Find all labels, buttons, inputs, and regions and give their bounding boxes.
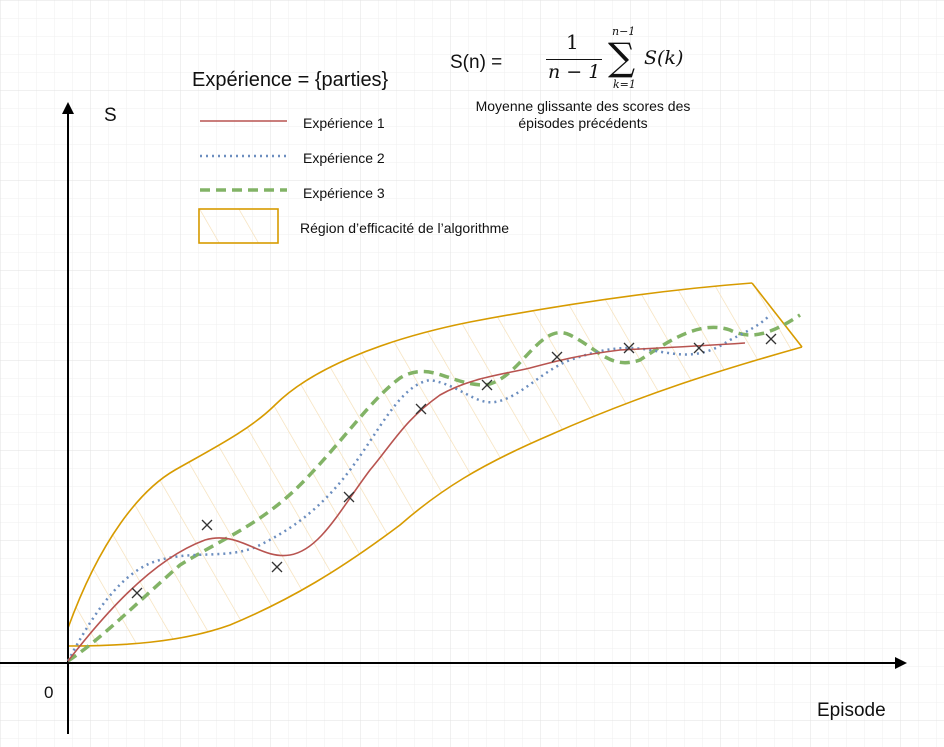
y-axis-label: S (104, 105, 117, 126)
fraction-bar (546, 59, 602, 60)
marker (271, 561, 283, 573)
region-right-edge (751, 282, 803, 348)
diagram-title: Expérience = {parties} (192, 69, 389, 91)
formula-caption: Moyenne glissante des scores des épisode… (475, 98, 691, 131)
legend-label-experience-2: Expérience 2 (303, 150, 385, 166)
moving-average-formula: 1 n − 1 n−1 ∑ k=1 S(k) (516, 25, 699, 94)
experience-3-curve (67, 313, 801, 663)
formula-lhs: S(n) = (450, 52, 503, 73)
legend-label-experience-3: Expérience 3 (303, 185, 385, 201)
legend-swatch-region (198, 208, 279, 244)
sum-lower-bound: k=1 (613, 78, 636, 91)
sigma-symbol: ∑ (608, 35, 636, 79)
marker (481, 379, 493, 391)
formula-numerator: 1 (566, 30, 579, 54)
marker (765, 333, 777, 345)
legend-label-experience-1: Expérience 1 (303, 115, 385, 131)
sum-upper-bound: n−1 (612, 25, 636, 38)
marker (131, 587, 143, 599)
sample-markers (131, 333, 777, 599)
formula-term: S(k) (644, 47, 684, 69)
marker (201, 519, 213, 531)
experience-1-curve (67, 342, 746, 662)
origin-label: 0 (44, 683, 54, 702)
region-upper-bound (67, 282, 753, 629)
marker (623, 342, 635, 354)
marker (693, 342, 705, 354)
region-lower-bound (67, 346, 803, 647)
formula-denominator: n − 1 (548, 61, 601, 83)
legend-label-region: Région d’efficacité de l’algorithme (300, 220, 510, 236)
x-axis-label: Episode (817, 700, 886, 721)
marker (343, 491, 355, 503)
marker (551, 351, 563, 363)
marker (415, 403, 427, 415)
